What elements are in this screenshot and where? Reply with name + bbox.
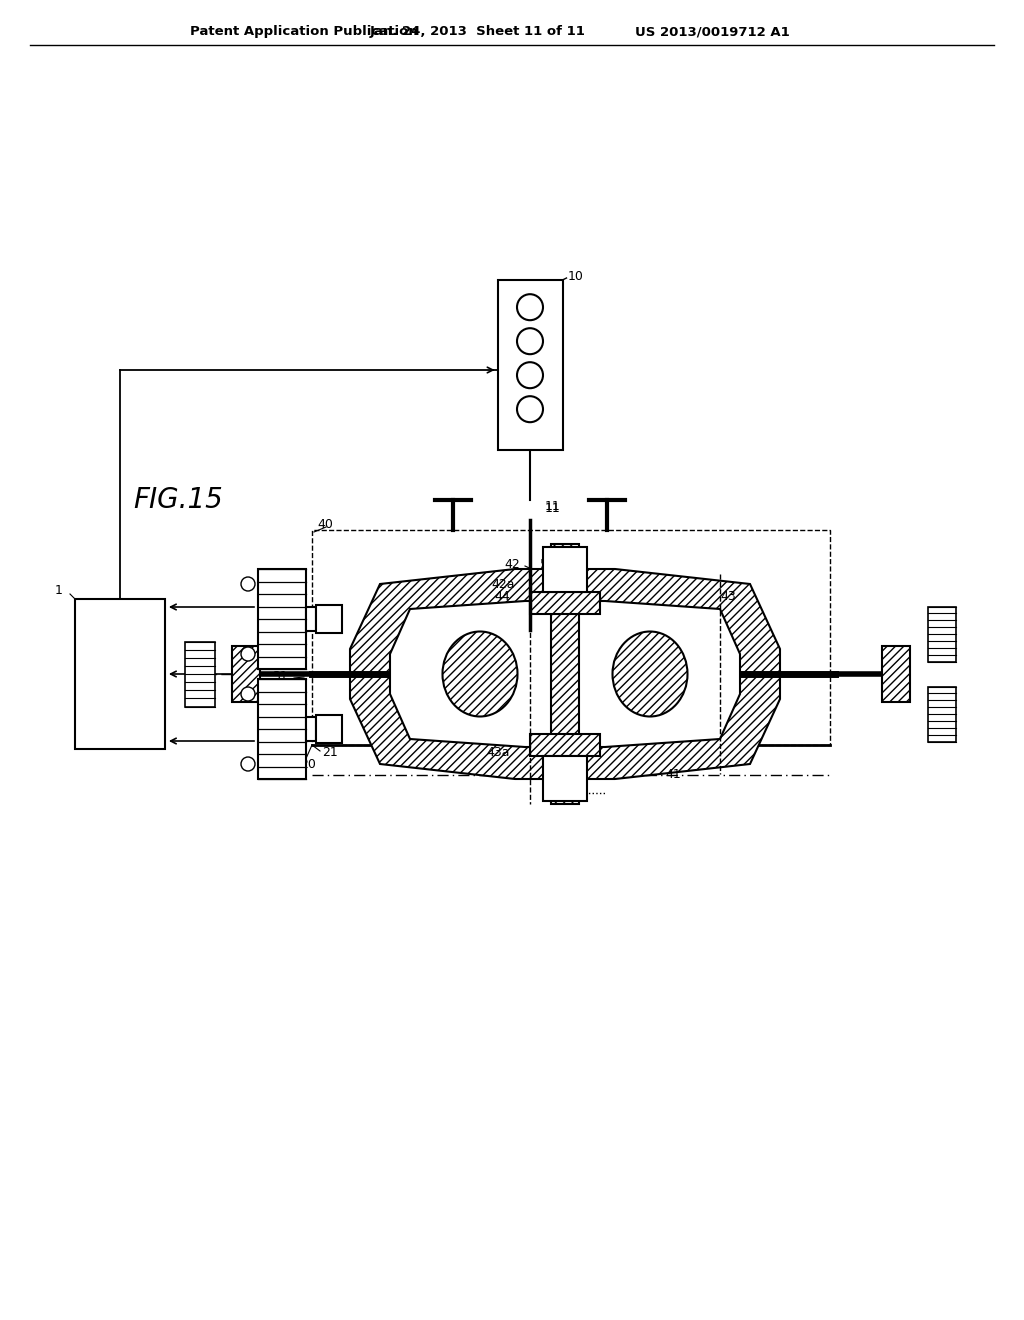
Text: Patent Application Publication: Patent Application Publication [190, 25, 418, 38]
Bar [306, 717, 316, 741]
Text: 1: 1 [55, 585, 63, 598]
Bar [312, 531, 830, 744]
Text: 46: 46 [495, 602, 510, 615]
Text: 42: 42 [504, 557, 520, 570]
Bar [551, 544, 579, 804]
Text: 43: 43 [720, 590, 736, 602]
Text: 43a: 43a [486, 614, 510, 627]
Bar [543, 756, 587, 801]
Bar [258, 569, 306, 669]
Text: 30: 30 [266, 657, 282, 671]
Text: 50: 50 [540, 558, 556, 572]
Text: 40: 40 [317, 519, 333, 532]
Text: 46: 46 [495, 734, 510, 747]
Text: 45: 45 [495, 722, 510, 734]
Text: Jan. 24, 2013  Sheet 11 of 11: Jan. 24, 2013 Sheet 11 of 11 [370, 25, 586, 38]
Bar [498, 280, 562, 450]
Bar [185, 642, 215, 706]
Bar [232, 645, 260, 702]
Bar [882, 645, 910, 702]
Text: 43a: 43a [486, 746, 510, 759]
Polygon shape [390, 601, 740, 747]
Text: FIG.15: FIG.15 [133, 486, 223, 513]
Text: 44: 44 [495, 590, 510, 602]
Bar [316, 715, 342, 743]
Circle shape [241, 686, 255, 701]
Bar [316, 605, 342, 634]
Text: 42a: 42a [492, 578, 515, 590]
Text: MG1: MG1 [268, 723, 296, 734]
Bar [551, 544, 579, 804]
Bar [258, 678, 306, 779]
Bar [530, 734, 600, 756]
Text: 41: 41 [665, 767, 681, 780]
Text: 20: 20 [300, 759, 315, 771]
Bar [543, 546, 587, 591]
Circle shape [241, 647, 255, 661]
Text: CONTROL UNIT: CONTROL UNIT [115, 632, 125, 717]
Circle shape [241, 756, 255, 771]
Ellipse shape [442, 631, 517, 717]
Text: 31: 31 [272, 671, 288, 684]
Polygon shape [350, 569, 780, 779]
Text: MG2: MG2 [268, 614, 296, 624]
Text: X: X [555, 785, 565, 800]
Text: US 2013/0019712 A1: US 2013/0019712 A1 [635, 25, 790, 38]
Bar [882, 645, 910, 702]
Bar [928, 686, 956, 742]
Text: 11: 11 [545, 502, 561, 515]
Text: 21: 21 [322, 747, 338, 759]
Circle shape [241, 577, 255, 591]
Text: 10: 10 [567, 271, 584, 284]
Text: 11: 11 [545, 500, 561, 513]
Bar [530, 591, 600, 614]
Bar [75, 599, 165, 748]
Circle shape [517, 396, 543, 422]
Bar [306, 607, 316, 631]
Bar [530, 591, 600, 614]
Bar [928, 606, 956, 661]
Bar [530, 734, 600, 756]
Text: 50: 50 [542, 545, 558, 558]
Ellipse shape [612, 631, 687, 717]
Circle shape [517, 294, 543, 321]
Circle shape [517, 329, 543, 354]
Circle shape [517, 362, 543, 388]
Bar [232, 645, 260, 702]
